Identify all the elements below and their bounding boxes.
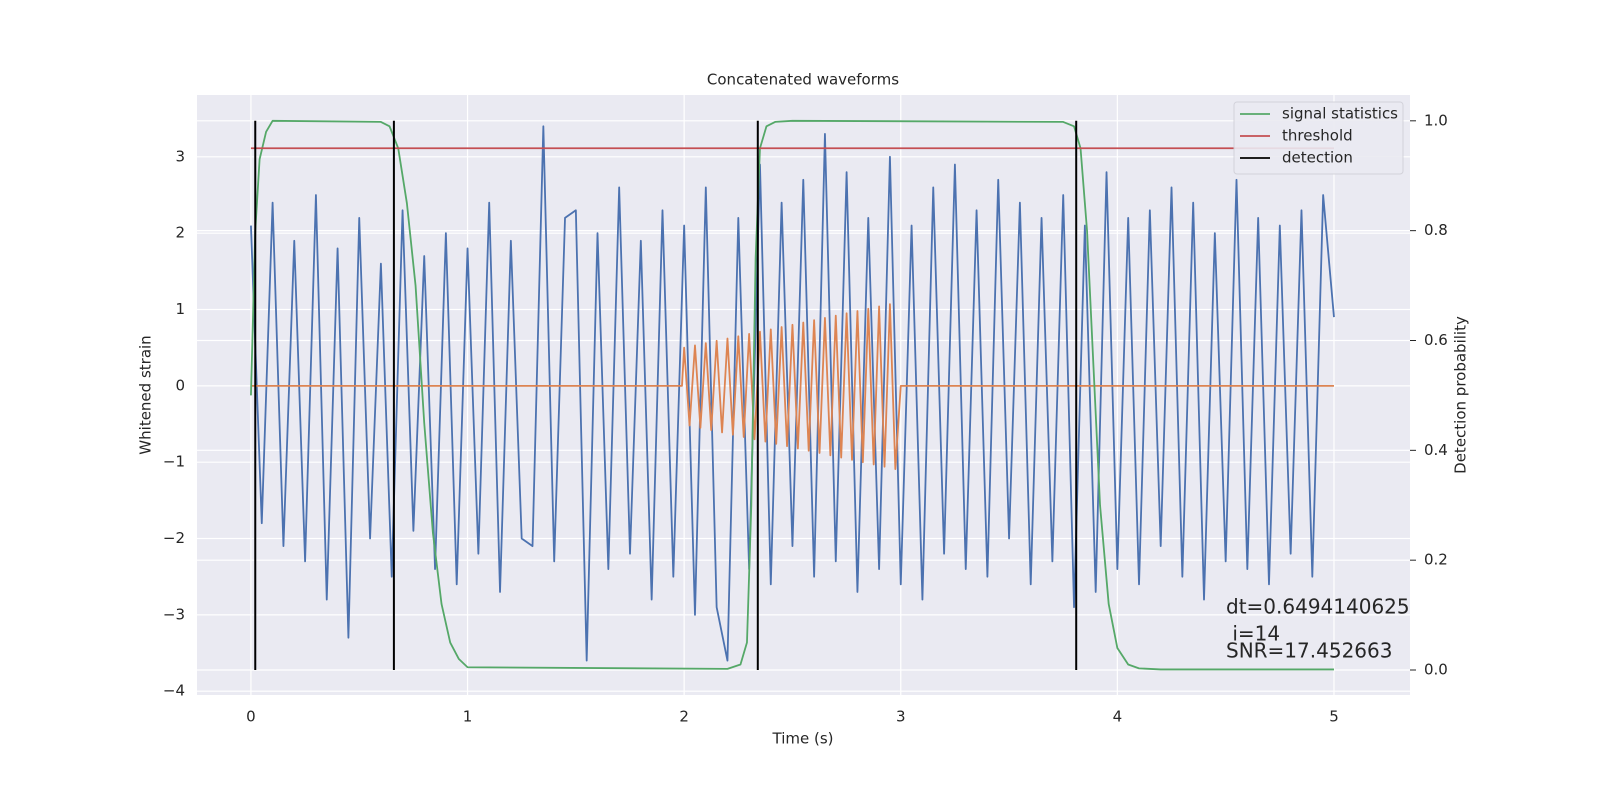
y-tick-label: −1 bbox=[163, 453, 185, 471]
x-tick-label: 2 bbox=[679, 708, 689, 726]
y-tick-label: −2 bbox=[163, 529, 185, 547]
legend-label: detection bbox=[1282, 149, 1353, 167]
y-tick-label: −4 bbox=[163, 682, 185, 700]
x-tick-label: 1 bbox=[463, 708, 473, 726]
legend-box bbox=[1233, 101, 1404, 175]
legend-label: threshold bbox=[1282, 127, 1353, 145]
y2-tick-label: 1.0 bbox=[1424, 111, 1448, 129]
y-tick-label: 0 bbox=[175, 376, 185, 394]
y-axis-label: Whitened strain bbox=[137, 335, 155, 454]
y2-axis-label: Detection probability bbox=[1452, 316, 1470, 474]
y-tick-label: 2 bbox=[175, 224, 185, 242]
legend-label: signal statistics bbox=[1282, 105, 1398, 123]
x-axis-label: Time (s) bbox=[772, 730, 834, 748]
y2-tick-label: 0.4 bbox=[1424, 441, 1448, 459]
x-tick-label: 0 bbox=[246, 708, 256, 726]
y-tick-label: −3 bbox=[163, 605, 185, 623]
x-tick-label: 4 bbox=[1113, 708, 1123, 726]
series-line bbox=[250, 125, 1335, 662]
annotation-line: i=14 bbox=[1226, 622, 1280, 646]
annotation-line: dt=0.6494140625 bbox=[1226, 595, 1410, 619]
legend: signal statistics threshold detection bbox=[1233, 101, 1404, 175]
y2-tick-label: 0.6 bbox=[1424, 331, 1448, 349]
x-tick-label: 5 bbox=[1329, 708, 1339, 726]
y2-tick-label: 0.8 bbox=[1424, 221, 1448, 239]
y2-tick-label: 0.0 bbox=[1424, 661, 1448, 679]
annotation-line: SNR=17.452663 bbox=[1226, 639, 1392, 663]
y2-tick-label: 0.2 bbox=[1424, 551, 1448, 569]
series-line bbox=[250, 119, 1334, 671]
x-tick-label: 3 bbox=[896, 708, 906, 726]
chart-title: Concatenated waveforms bbox=[707, 71, 899, 89]
y-tick-label: 1 bbox=[175, 300, 185, 318]
y-tick-label: 3 bbox=[175, 147, 185, 165]
marks bbox=[250, 119, 1335, 671]
series-line bbox=[250, 303, 1334, 470]
